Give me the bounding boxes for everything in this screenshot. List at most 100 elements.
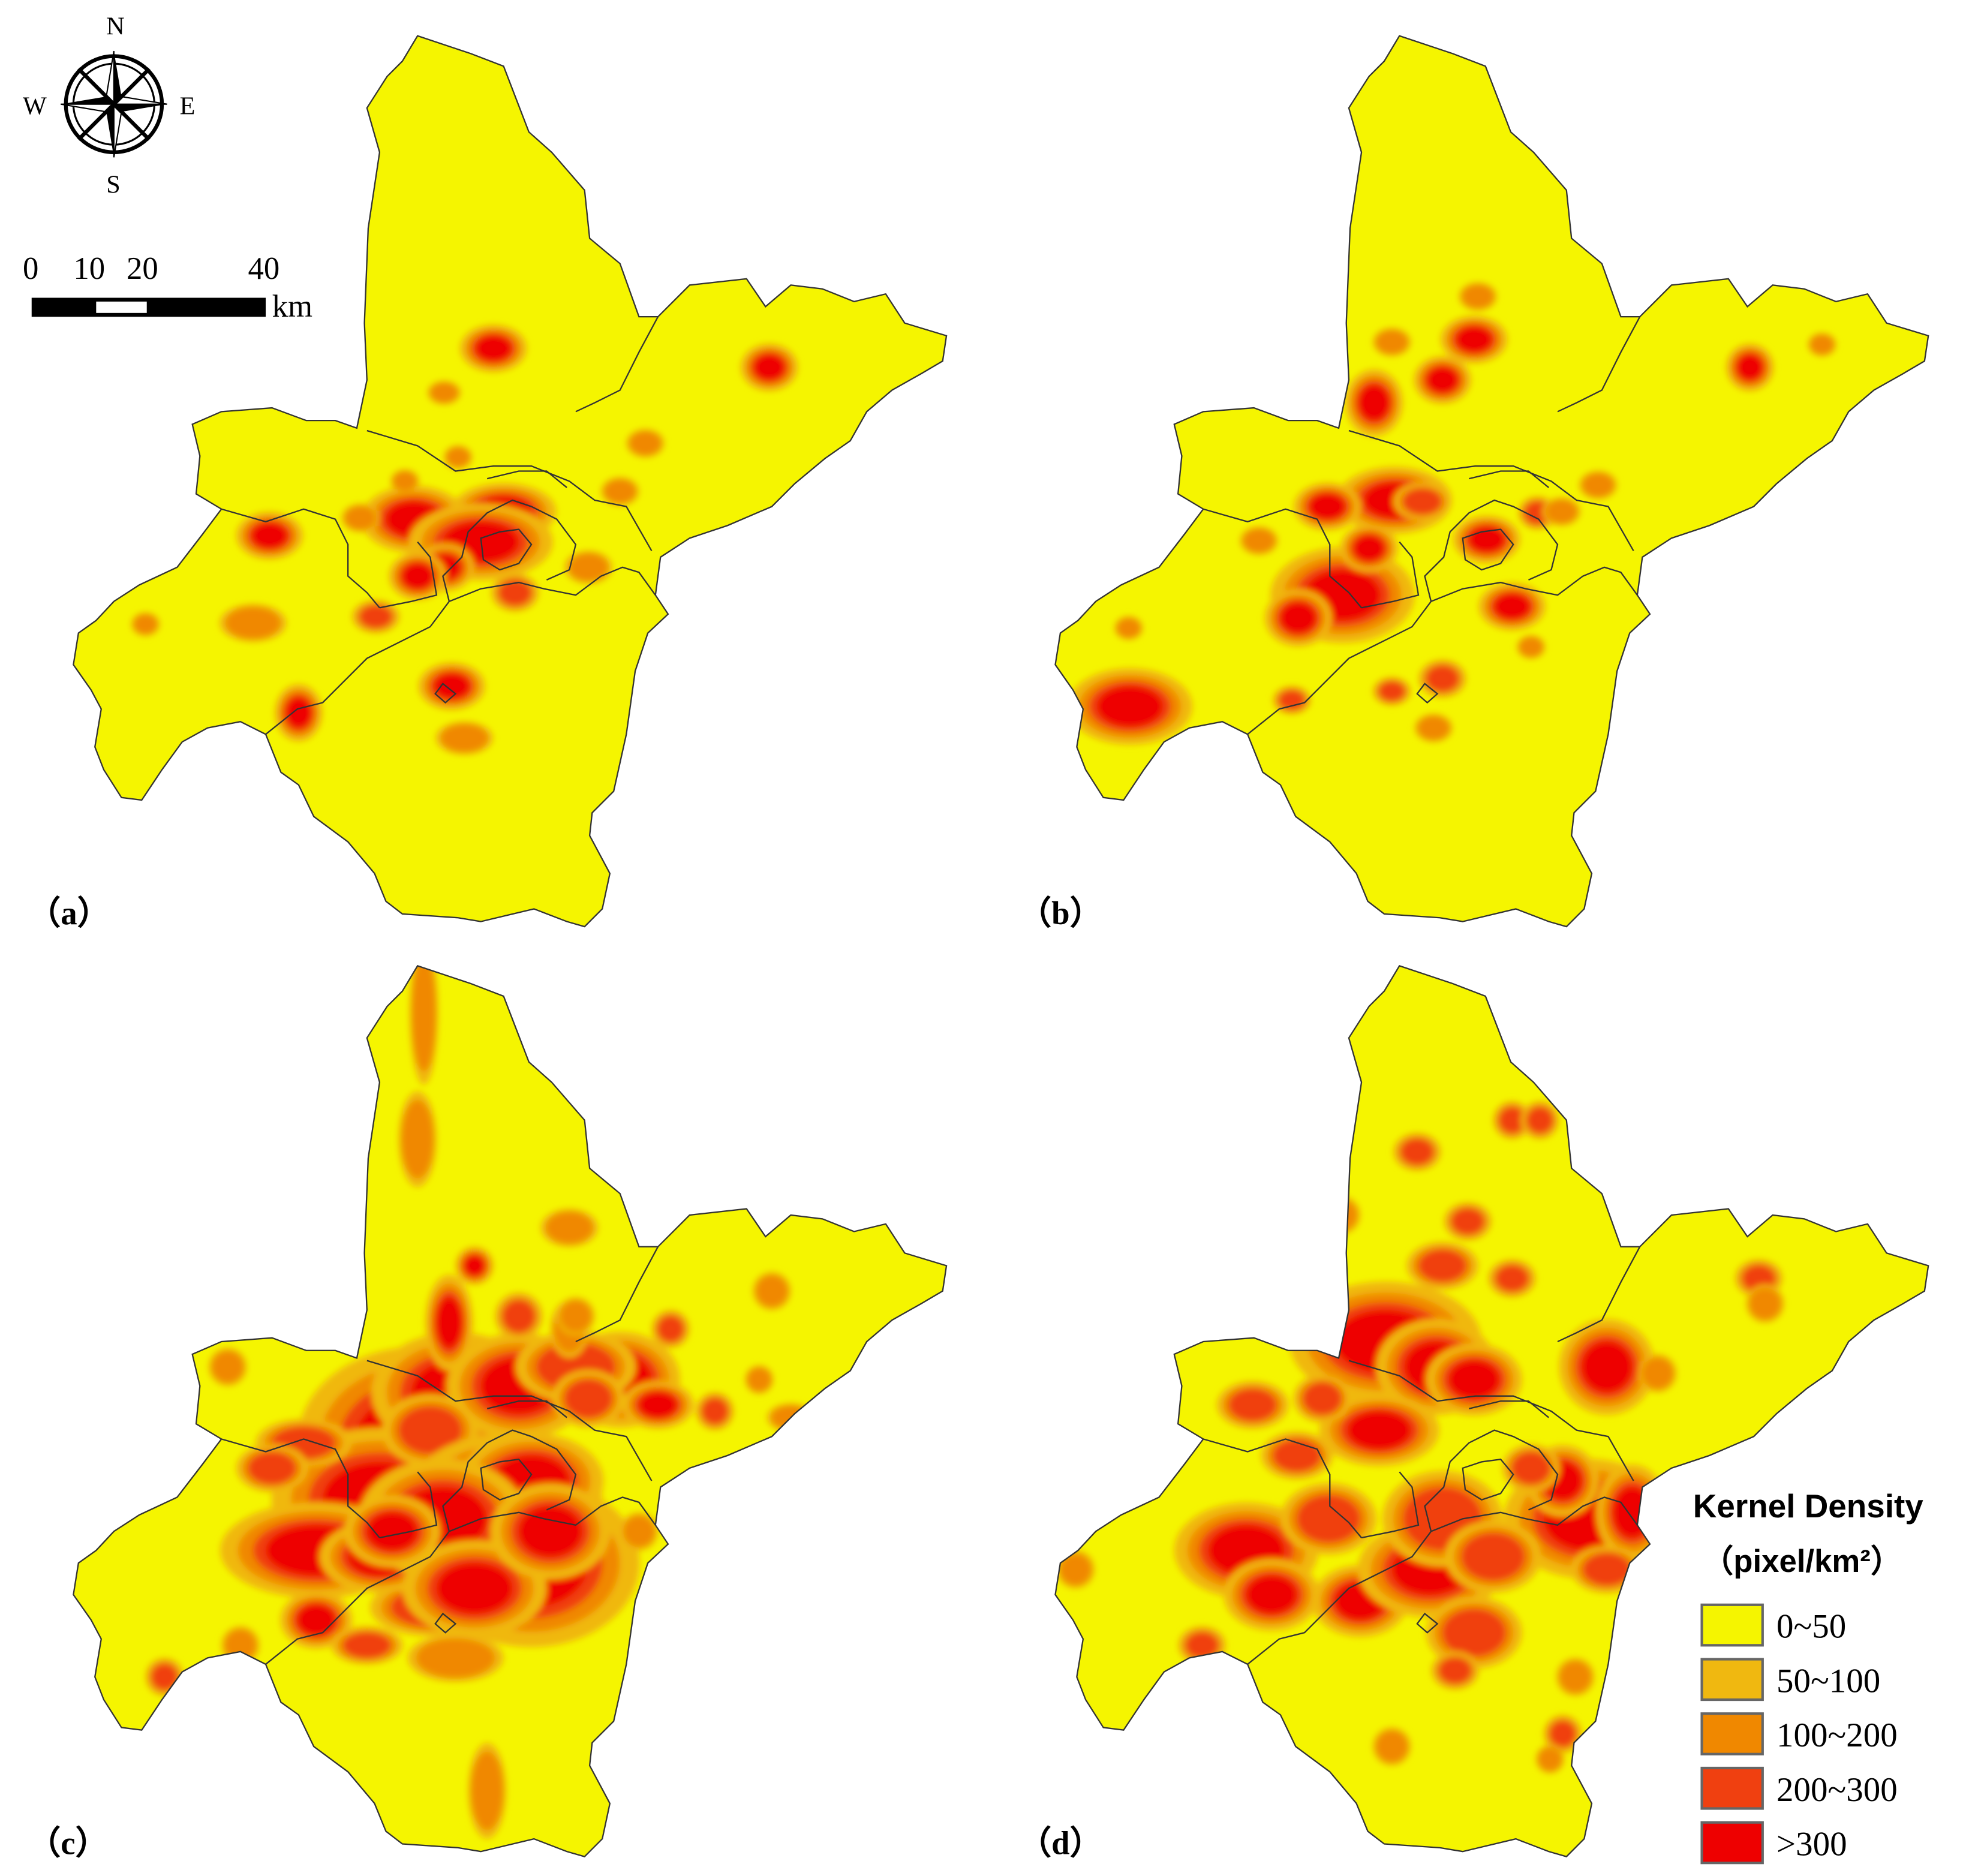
compass-west-label: W	[23, 92, 47, 121]
density-hotspot	[412, 966, 436, 1072]
compass-east-label: E	[180, 92, 196, 121]
district-boundaries	[1054, 35, 1929, 928]
density-hotspot	[360, 605, 392, 628]
density-hotspot	[564, 1379, 612, 1418]
compass-north-label: N	[106, 13, 124, 41]
district-boundaries	[1054, 965, 1929, 1857]
density-hotspot	[1642, 1357, 1673, 1389]
panel-d-label: （d）	[1018, 1824, 1102, 1861]
density-hotspot	[436, 1297, 462, 1348]
panel-a-label: （a）	[28, 895, 110, 931]
density-hotspot	[754, 354, 785, 380]
density-hotspot	[1494, 594, 1530, 620]
density-hotspot	[366, 1512, 418, 1551]
density-hotspot	[1347, 1411, 1411, 1450]
density-hotspot	[499, 579, 531, 606]
legend-label: 200~300	[1776, 1771, 1898, 1809]
density-hotspot	[546, 1211, 593, 1244]
density-hotspot	[1442, 1609, 1506, 1656]
density-hotspot	[623, 1516, 655, 1547]
density-hotspot	[1303, 1382, 1342, 1415]
density-hotspots	[1067, 282, 1837, 745]
panel-b-label: （b）	[1018, 895, 1102, 931]
legend-label: 100~200	[1776, 1716, 1898, 1754]
density-hotspot	[569, 553, 608, 581]
density-hotspot	[503, 1300, 535, 1333]
density-hotspot	[1749, 1288, 1781, 1319]
density-hotspot	[518, 1506, 582, 1557]
scale-tick-label: 0	[23, 251, 38, 286]
density-hotspot	[1496, 1265, 1528, 1291]
density-hotspot	[446, 447, 470, 467]
density-hotspot	[212, 1351, 244, 1383]
density-hotspot	[1456, 327, 1492, 353]
density-hotspot	[1297, 1495, 1360, 1543]
region-fill	[73, 35, 947, 927]
density-hotspot	[152, 1664, 178, 1690]
density-hotspot	[297, 1604, 336, 1636]
density-hotspot	[224, 1630, 257, 1661]
legend-swatch	[1700, 1766, 1764, 1810]
density-hotspot	[1358, 385, 1390, 421]
density-hotspot	[1810, 335, 1834, 354]
density-hotspot	[1354, 536, 1385, 561]
density-hotspot	[393, 471, 417, 491]
density-hotspot	[702, 1398, 728, 1424]
density-hotspot	[1461, 1533, 1525, 1581]
density-hotspot	[226, 607, 281, 639]
density-hotspot	[1273, 1439, 1321, 1472]
scale-unit-label: km	[272, 289, 312, 324]
density-hotspot	[345, 506, 377, 530]
legend-title: Kernel Density	[1693, 1487, 1924, 1525]
density-hotspot	[1418, 716, 1450, 740]
legend-label: >300	[1776, 1826, 1847, 1863]
density-hotspot	[1186, 1633, 1218, 1658]
region-fill	[1055, 35, 1929, 927]
density-hotspot	[464, 1255, 485, 1276]
district-boundaries	[73, 35, 948, 928]
density-hotspot	[343, 1633, 391, 1658]
density-hotspot	[248, 1452, 296, 1484]
map-panel-d: （d）	[1018, 965, 1929, 1861]
density-hotspot	[1737, 354, 1763, 380]
density-hotspot	[1527, 1107, 1553, 1133]
density-hotspot	[604, 479, 636, 503]
legend-swatch	[1700, 1603, 1764, 1647]
panel-c-label: （c）	[28, 1824, 108, 1861]
density-hotspot	[1512, 1452, 1550, 1484]
density-hotspot	[436, 1563, 513, 1614]
density-hotspot	[1439, 1658, 1471, 1683]
density-hotspot	[1426, 666, 1459, 692]
scale-tick-label: 10	[73, 251, 105, 286]
density-hotspot	[416, 1638, 495, 1678]
density-hotspots	[1056, 1101, 1785, 1774]
density-hotspot	[1243, 528, 1275, 553]
density-hotspot	[1427, 367, 1458, 393]
density-hotspot	[1246, 1576, 1297, 1614]
density-hotspot	[1229, 1389, 1277, 1421]
density-hotspot	[402, 563, 433, 589]
density-hotspot	[1559, 1661, 1591, 1693]
map-panel-a: （a）	[28, 35, 948, 931]
density-hotspot	[1280, 602, 1316, 633]
density-hotspot	[471, 1751, 503, 1830]
density-hotspot	[1097, 686, 1163, 727]
legend: Kernel Density （pixel/km²） 0~50 50~100 100…	[1693, 1487, 1924, 1865]
density-hotspot	[1582, 1341, 1633, 1393]
density-hotspot	[1379, 681, 1405, 701]
density-hotspot	[1401, 1139, 1433, 1165]
density-hotspots	[131, 324, 798, 755]
density-hotspot	[1309, 494, 1345, 519]
density-hotspot	[1613, 1487, 1652, 1538]
density-hotspot	[1462, 284, 1494, 309]
density-hotspot	[1538, 1747, 1562, 1771]
legend-swatch	[1700, 1821, 1764, 1865]
map-panel-c: （c）	[28, 965, 948, 1861]
density-hotspot	[1519, 637, 1543, 657]
legend-label: 0~50	[1776, 1608, 1846, 1646]
density-hotspot	[1060, 1553, 1092, 1585]
map-panel-b: （b）	[1018, 35, 1929, 931]
density-hotspot	[430, 383, 458, 403]
density-hotspot	[441, 724, 488, 752]
